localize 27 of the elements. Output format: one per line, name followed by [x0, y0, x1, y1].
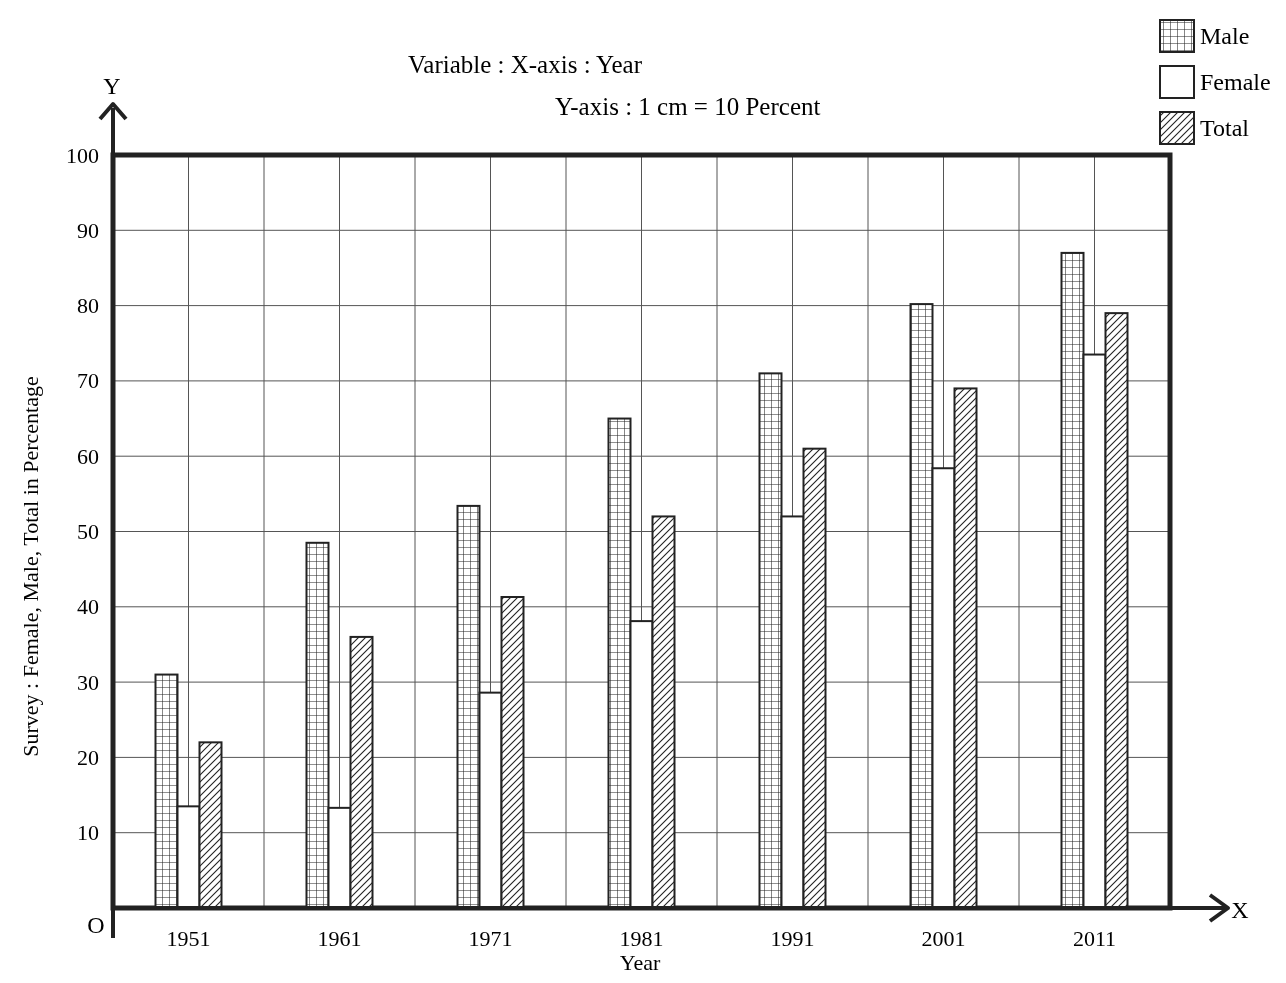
y-tick-label: 60	[77, 443, 99, 469]
x-tick-label: 1991	[770, 926, 815, 951]
y-tick-label: 20	[77, 744, 99, 770]
x-tick-label: 1971	[468, 926, 513, 951]
text: Y	[103, 73, 121, 99]
y-axis-title: Survey : Female, Male, Total in Percentage	[18, 376, 43, 757]
y-tick-label: 100	[66, 142, 99, 168]
y-tick-label: 30	[77, 669, 99, 695]
text: O	[87, 912, 105, 938]
x-tick-label: 1981	[619, 926, 664, 951]
chart-subtitle: Y-axis : 1 cm = 10 Percent	[555, 93, 821, 120]
y-tick-label: 10	[77, 820, 99, 846]
legend-label: Male	[1200, 23, 1250, 49]
y-tick-label: 80	[77, 293, 99, 319]
y-tick-label: 50	[77, 519, 99, 544]
y-tick-label: 70	[77, 368, 99, 394]
text: X	[1231, 897, 1249, 923]
x-tick-label: 1961	[317, 926, 362, 951]
x-axis-title: Year	[619, 950, 661, 975]
x-tick-label: 2001	[921, 926, 966, 951]
x-tick-label: 2011	[1072, 926, 1117, 951]
x-tick-label: 1951	[166, 926, 211, 951]
y-tick-label: 90	[77, 217, 99, 243]
y-tick-label: 40	[77, 594, 99, 620]
legend-label: Total	[1200, 115, 1250, 141]
chart-title: Variable : X-axis : Year	[408, 51, 643, 78]
legend-label: Female	[1200, 69, 1271, 95]
